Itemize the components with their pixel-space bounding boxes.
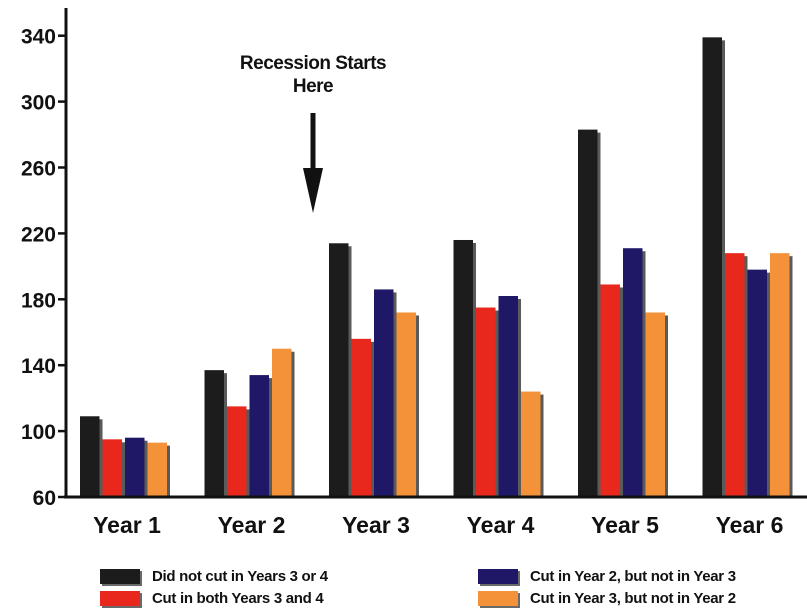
- bar-shadow: [416, 315, 419, 497]
- legend-label-series-3: Cut in Year 2, but not in Year 3: [530, 567, 736, 585]
- bar-shadow: [665, 315, 668, 497]
- bar-3-year-1: [125, 437, 145, 497]
- bar-chart: 60 100 140 180 220 260 300 340 Year 1 Year 2 Year …: [21, 8, 807, 538]
- legend-label-series-1: Did not cut in Years 3 or 4: [152, 567, 328, 585]
- legend-item-series-4: Cut in Year 3, but not in Year 2: [478, 588, 736, 608]
- bar-2-year-3: [351, 338, 371, 497]
- bar-shadow: [789, 256, 793, 497]
- bar-shadow: [224, 373, 227, 497]
- bar-shadow: [393, 292, 397, 497]
- x-tick-label: Year 2: [218, 512, 286, 538]
- x-tick-label: Year 1: [93, 512, 161, 538]
- bar-2-year-4: [476, 307, 496, 497]
- bar-1-year-6: [702, 37, 722, 497]
- bar-4-year-1: [147, 442, 167, 497]
- y-tick-label: 220: [21, 223, 56, 246]
- bar-4-year-2: [272, 348, 292, 497]
- bar-3-year-4: [498, 296, 518, 497]
- bar-shadow: [269, 378, 272, 497]
- legend-swatch-series-2: [100, 590, 140, 606]
- bar-shadow: [246, 409, 250, 497]
- y-tick-label: 140: [21, 355, 56, 378]
- legend-label-series-4: Cut in Year 3, but not in Year 2: [530, 589, 736, 607]
- y-tick-label: 180: [21, 289, 56, 312]
- bar-shadow: [99, 419, 103, 497]
- y-tick-label: 100: [21, 421, 56, 444]
- bar-1-year-5: [578, 129, 598, 498]
- bar-shadow: [144, 440, 148, 497]
- bar-shadow: [597, 132, 601, 498]
- legend-swatch-series-3: [478, 568, 518, 584]
- x-tick-label: Year 6: [716, 512, 784, 538]
- bar-shadow: [291, 351, 295, 497]
- bar-1-year-4: [453, 239, 473, 498]
- bar-3-year-5: [623, 248, 643, 497]
- bar-1-year-1: [80, 416, 100, 497]
- axes-group: 60 100 140 180 220 260 300 340 Year 1 Year 2 Year …: [21, 8, 807, 538]
- legend-item-series-2: Cut in both Years 3 and 4: [100, 588, 324, 608]
- x-tick-label: Year 3: [342, 512, 410, 538]
- bar-1-year-3: [329, 243, 349, 497]
- y-tick-label: 340: [21, 26, 56, 49]
- bar-shadow: [495, 310, 499, 497]
- annotation-text-line: Recession Starts: [240, 53, 386, 74]
- bar-shadow: [642, 251, 646, 497]
- annotation-text-line: Here: [293, 76, 333, 97]
- bar-shadow: [767, 272, 770, 497]
- bar-shadow: [620, 287, 623, 497]
- bar-4-year-4: [521, 391, 541, 497]
- legend-label-series-2: Cut in both Years 3 and 4: [152, 589, 324, 607]
- bar-4-year-5: [645, 312, 665, 497]
- bar-shadow: [122, 442, 125, 497]
- bar-4-year-3: [396, 312, 416, 497]
- y-tick-label: 60: [33, 487, 56, 510]
- y-tick-label: 300: [21, 92, 56, 115]
- bar-shadow: [518, 299, 521, 497]
- bar-shadow: [744, 256, 748, 497]
- bar-3-year-6: [747, 269, 767, 497]
- bar-3-year-2: [249, 375, 269, 497]
- bar-4-year-6: [770, 253, 790, 497]
- bars-group: [80, 37, 793, 498]
- legend-swatch-series-4: [478, 590, 518, 606]
- bar-shadow: [371, 341, 374, 497]
- legend-item-series-3: Cut in Year 2, but not in Year 3: [478, 566, 736, 586]
- bar-3-year-3: [374, 289, 394, 497]
- legend-item-series-1: Did not cut in Years 3 or 4: [100, 566, 328, 586]
- bar-shadow: [348, 246, 352, 497]
- x-tick-label: Year 5: [591, 512, 659, 538]
- bar-shadow: [473, 242, 476, 497]
- bar-shadow: [540, 394, 544, 497]
- bar-1-year-2: [204, 370, 224, 497]
- y-tick-label: 260: [21, 158, 56, 181]
- legend: Did not cut in Years 3 or 4 Cut in both …: [0, 556, 807, 608]
- bar-shadow: [722, 40, 725, 497]
- x-tick-label: Year 4: [467, 512, 535, 538]
- bar-2-year-6: [725, 253, 745, 497]
- bar-2-year-1: [102, 439, 122, 497]
- bar-2-year-2: [227, 406, 247, 497]
- bar-2-year-5: [600, 284, 620, 497]
- annotation-arrow-head: [303, 168, 323, 213]
- legend-swatch-series-1: [100, 568, 140, 584]
- bar-shadow: [167, 445, 170, 497]
